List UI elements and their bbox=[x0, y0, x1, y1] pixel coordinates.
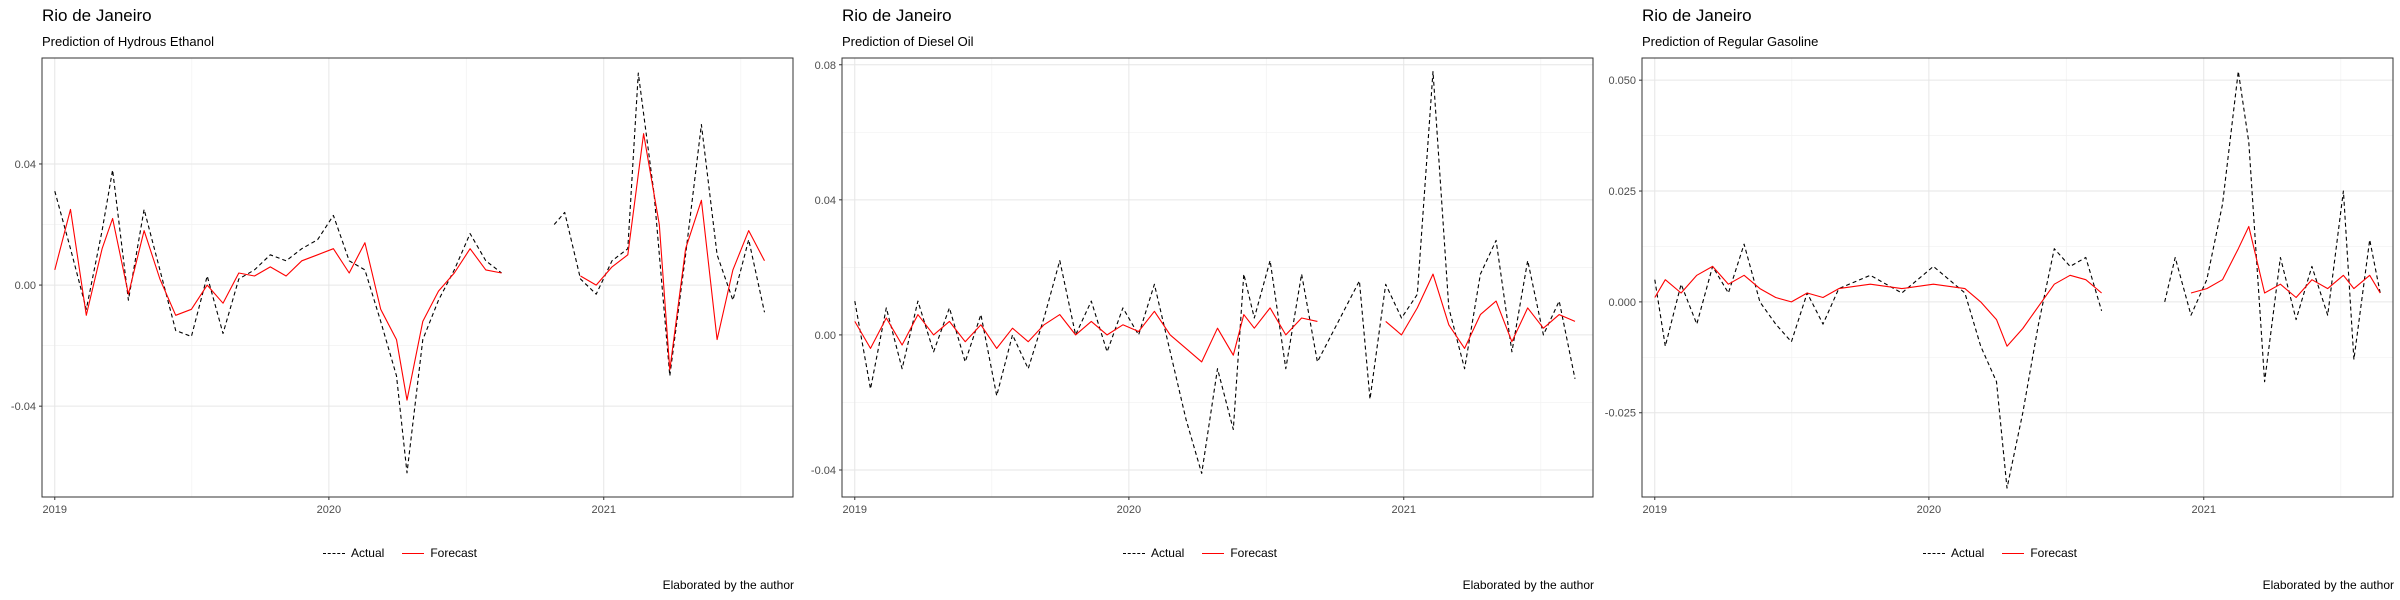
gridlines bbox=[1642, 58, 2393, 497]
series-line-actual bbox=[54, 169, 502, 474]
chart-panel-gasoline: Rio de Janeiro Prediction of Regular Gas… bbox=[1600, 0, 2400, 600]
series-line-forecast bbox=[1385, 273, 1576, 349]
chart-panel-ethanol: Rio de Janeiro Prediction of Hydrous Eth… bbox=[0, 0, 800, 600]
y-tick-label: -0.04 bbox=[811, 465, 836, 477]
legend-key-dashed bbox=[322, 552, 345, 554]
legend-label-forecast: Forecast bbox=[1230, 546, 1278, 560]
gridlines bbox=[842, 58, 1593, 497]
y-tick-label: 0.000 bbox=[1608, 297, 1636, 309]
y-tick-label: 0.04 bbox=[15, 159, 36, 171]
plot-border bbox=[841, 57, 1594, 498]
legend-item-actual: Actual bbox=[1122, 546, 1185, 560]
x-tick-label: 2021 bbox=[592, 504, 616, 516]
chart-subtitle: Prediction of Regular Gasoline bbox=[1642, 34, 1819, 49]
series-line-actual bbox=[553, 72, 766, 377]
plot-area: 0.08 0.04 0.00 -0.04 2019 2020 2021 bbox=[811, 57, 1594, 516]
legend-key-solid bbox=[2002, 552, 2025, 554]
y-tick-label: 0.00 bbox=[15, 280, 36, 292]
chart-panel-diesel: Rio de Janeiro Prediction of Diesel Oil … bbox=[800, 0, 1600, 600]
legend-item-actual: Actual bbox=[1922, 546, 1985, 560]
chart-title: Rio de Janeiro bbox=[42, 6, 152, 25]
legend-key-dashed bbox=[1922, 552, 1945, 554]
series-actual bbox=[1654, 70, 2381, 489]
chart-title: Rio de Janeiro bbox=[842, 6, 952, 25]
y-tick-label: -0.04 bbox=[11, 401, 36, 413]
legend-item-forecast: Forecast bbox=[2002, 546, 2077, 560]
series-line-forecast bbox=[1654, 265, 2102, 347]
chart-caption: Elaborated by the author bbox=[1462, 578, 1594, 592]
series-line-actual bbox=[2164, 70, 2381, 383]
legend-item-forecast: Forecast bbox=[1202, 546, 1277, 560]
series-line-forecast bbox=[580, 133, 765, 371]
legend: Actual Forecast bbox=[800, 546, 1600, 560]
y-tick-label: 0.025 bbox=[1608, 186, 1636, 198]
y-tick-label: 0.00 bbox=[815, 330, 836, 342]
chart-caption: Elaborated by the author bbox=[662, 578, 794, 592]
legend-key-dashed bbox=[1122, 552, 1145, 554]
x-tick-label: 2020 bbox=[1117, 504, 1141, 516]
y-tick-label: 0.050 bbox=[1608, 75, 1636, 87]
x-tick-label: 2020 bbox=[1917, 504, 1941, 516]
series-forecast bbox=[854, 273, 1576, 363]
series-line-actual bbox=[1654, 243, 2103, 489]
gridlines bbox=[42, 58, 793, 497]
x-tick-label: 2020 bbox=[317, 504, 341, 516]
series-line-forecast bbox=[854, 307, 1318, 363]
chart-subtitle: Prediction of Hydrous Ethanol bbox=[42, 34, 214, 49]
chart-caption: Elaborated by the author bbox=[2262, 578, 2394, 592]
legend-item-actual: Actual bbox=[322, 546, 385, 560]
series-forecast bbox=[1654, 225, 2381, 347]
legend-label-forecast: Forecast bbox=[2030, 546, 2078, 560]
legend-label-forecast: Forecast bbox=[430, 546, 478, 560]
series-forecast bbox=[54, 133, 765, 401]
legend-label-actual: Actual bbox=[350, 546, 385, 560]
legend-item-forecast: Forecast bbox=[402, 546, 477, 560]
x-tick-label: 2021 bbox=[1392, 504, 1416, 516]
legend-key-solid bbox=[402, 552, 425, 554]
series-actual bbox=[54, 72, 766, 474]
plot-area: 0.04 0.00 -0.04 2019 2020 2021 bbox=[11, 57, 794, 516]
legend: Actual Forecast bbox=[1600, 546, 2400, 560]
legend-label-actual: Actual bbox=[1150, 546, 1185, 560]
x-tick-label: 2019 bbox=[43, 504, 67, 516]
y-tick-label: -0.025 bbox=[1605, 408, 1636, 420]
x-tick-label: 2021 bbox=[2192, 504, 2216, 516]
series-actual bbox=[854, 70, 1576, 474]
series-line-actual bbox=[854, 70, 1576, 474]
x-tick-label: 2019 bbox=[843, 504, 867, 516]
legend: Actual Forecast bbox=[0, 546, 800, 560]
chart-title: Rio de Janeiro bbox=[1642, 6, 1752, 25]
y-tick-label: 0.04 bbox=[815, 195, 836, 207]
series-line-forecast bbox=[2190, 225, 2381, 299]
plot-area: 0.050 0.025 0.000 -0.025 2019 2020 2021 bbox=[1605, 57, 2394, 516]
chart-subtitle: Prediction of Diesel Oil bbox=[842, 34, 974, 49]
plot-border bbox=[1641, 57, 2394, 498]
legend-key-solid bbox=[1202, 552, 1225, 554]
series-line-forecast bbox=[54, 208, 502, 401]
y-tick-label: 0.08 bbox=[815, 60, 836, 72]
legend-label-actual: Actual bbox=[1950, 546, 1985, 560]
x-tick-label: 2019 bbox=[1643, 504, 1667, 516]
plot-border bbox=[41, 57, 794, 498]
